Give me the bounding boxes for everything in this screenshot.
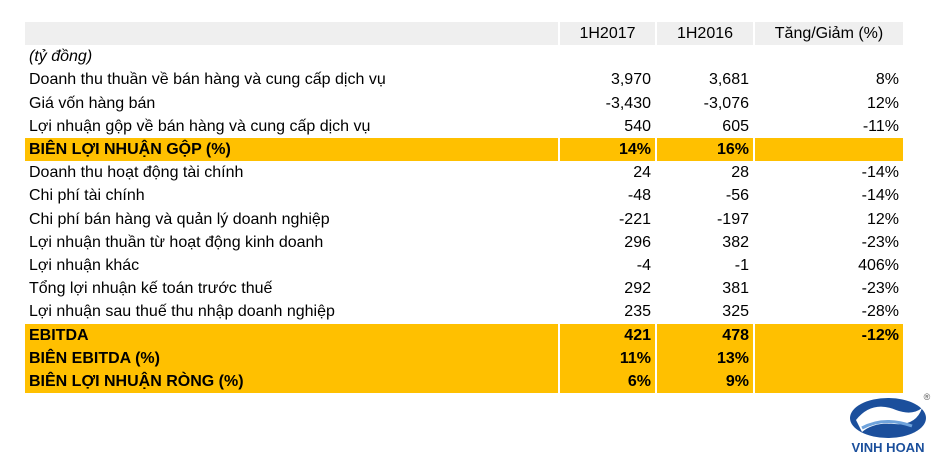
value-cell: 8%	[755, 68, 905, 92]
value-cell: -3,430	[560, 91, 657, 115]
value-cell: -48	[560, 184, 657, 208]
value-cell: 12%	[755, 207, 905, 231]
row-label: Doanh thu thuần về bán hàng và cung cấp …	[25, 68, 560, 92]
value-cell: 13%	[657, 346, 755, 370]
value-cell: 325	[657, 300, 755, 324]
value-cell: 235	[560, 300, 657, 324]
value-cell: -12%	[755, 323, 905, 347]
value-cell: 28	[657, 161, 755, 185]
value-cell: -14%	[755, 161, 905, 185]
value-cell: 9%	[657, 370, 755, 393]
value-cell: -221	[560, 207, 657, 231]
value-cell: 11%	[560, 346, 657, 370]
row-label: Lợi nhuận sau thuế thu nhập doanh nghiệp	[25, 300, 560, 324]
unit-cell	[755, 45, 905, 69]
row-label: Tổng lợi nhuận kế toán trước thuế	[25, 277, 560, 301]
value-cell: -23%	[755, 277, 905, 301]
logo-emblem	[850, 398, 926, 438]
row-label: Giá vốn hàng bán	[25, 91, 560, 115]
value-cell: 16%	[657, 138, 755, 161]
value-cell: 12%	[755, 91, 905, 115]
logo-wave	[856, 406, 922, 432]
header-cell	[25, 22, 560, 45]
value-cell: 605	[657, 114, 755, 138]
value-cell: 3,681	[657, 68, 755, 92]
value-cell: 382	[657, 230, 755, 254]
unit-cell	[560, 45, 657, 69]
row-label: Chi phí tài chính	[25, 184, 560, 208]
value-cell	[755, 138, 905, 161]
row-label: BIÊN LỢI NHUẬN RÒNG (%)	[25, 370, 560, 393]
value-cell: -14%	[755, 184, 905, 208]
header-cell: 1H2016	[657, 22, 755, 45]
value-cell: -11%	[755, 114, 905, 138]
row-label: Doanh thu hoạt động tài chính	[25, 161, 560, 185]
row-label: Lợi nhuận gộp về bán hàng và cung cấp dị…	[25, 114, 560, 138]
value-cell: -3,076	[657, 91, 755, 115]
value-cell: 6%	[560, 370, 657, 393]
value-cell: -23%	[755, 230, 905, 254]
value-cell: -4	[560, 254, 657, 277]
value-cell: 381	[657, 277, 755, 301]
value-cell	[755, 346, 905, 370]
value-cell: 421	[560, 323, 657, 347]
row-label: Lợi nhuận khác	[25, 254, 560, 277]
unit-cell	[657, 45, 755, 69]
header-cell: 1H2017	[560, 22, 657, 45]
value-cell: 406%	[755, 254, 905, 277]
value-cell	[755, 370, 905, 393]
value-cell: 296	[560, 230, 657, 254]
header-cell: Tăng/Giảm (%)	[755, 22, 905, 45]
value-cell: -56	[657, 184, 755, 208]
value-cell: 292	[560, 277, 657, 301]
value-cell: -28%	[755, 300, 905, 324]
value-cell: 478	[657, 323, 755, 347]
unit-label: (tỷ đồng)	[25, 45, 560, 69]
value-cell: -197	[657, 207, 755, 231]
row-label: Chi phí bán hàng và quản lý doanh nghiệp	[25, 207, 560, 231]
row-label: Lợi nhuận thuần từ hoạt động kinh doanh	[25, 230, 560, 254]
logo-text: VINH HOAN	[852, 440, 925, 455]
row-label: BIÊN LỢI NHUẬN GỘP (%)	[25, 138, 560, 161]
logo-registered: ®	[924, 392, 931, 402]
value-cell: 14%	[560, 138, 657, 161]
value-cell: 24	[560, 161, 657, 185]
logo: VINH HOAN ®	[850, 392, 931, 455]
value-cell: 3,970	[560, 68, 657, 92]
value-cell: -1	[657, 254, 755, 277]
row-label: EBITDA	[25, 323, 560, 347]
row-label: BIÊN EBITDA (%)	[25, 346, 560, 370]
value-cell: 540	[560, 114, 657, 138]
logo-stripe	[861, 420, 913, 430]
